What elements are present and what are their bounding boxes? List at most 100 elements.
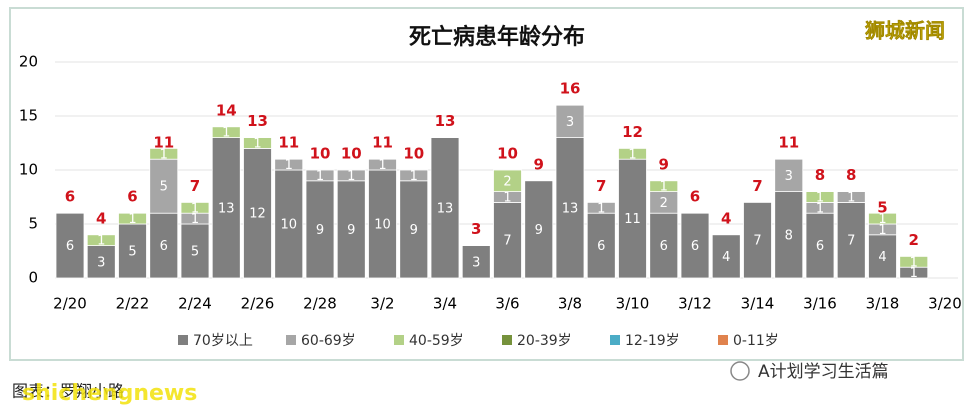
bar-segment bbox=[649, 212, 679, 279]
legend-label: 40-59岁 bbox=[409, 333, 464, 349]
segment-label: 2 bbox=[660, 196, 668, 211]
x-tick-label: 3/8 bbox=[558, 295, 582, 313]
bar-segment bbox=[774, 191, 804, 279]
bar-segment bbox=[305, 180, 335, 279]
bar-segment bbox=[649, 180, 679, 193]
segment-label: 1 bbox=[253, 137, 261, 152]
x-tick-label: 3/10 bbox=[616, 295, 650, 313]
bar-segment bbox=[211, 126, 241, 139]
total-label: 9 bbox=[534, 155, 544, 173]
bar-segment bbox=[805, 191, 835, 203]
bar-segment bbox=[368, 158, 397, 171]
segment-label: 1 bbox=[378, 158, 386, 173]
segment-label: 3 bbox=[472, 255, 480, 270]
bar-segment bbox=[711, 234, 741, 279]
total-label: 7 bbox=[752, 177, 762, 195]
segment-label: 13 bbox=[562, 201, 579, 216]
bar-segment bbox=[555, 137, 585, 279]
total-label: 8 bbox=[846, 166, 856, 184]
bar-segment bbox=[149, 212, 179, 279]
x-tick-label: 3/20 bbox=[928, 295, 962, 313]
source: 图表：罗翔小路 bbox=[12, 382, 124, 401]
segment-label: 6 bbox=[66, 239, 74, 254]
x-tick-label: 2/24 bbox=[178, 295, 212, 313]
legend-label: 0-11岁 bbox=[733, 333, 779, 349]
total-label: 5 bbox=[877, 199, 887, 217]
x-tick-label: 2/28 bbox=[303, 295, 337, 313]
bar-segment bbox=[899, 255, 929, 268]
segment-label: 11 bbox=[624, 212, 641, 227]
segment-label: 1 bbox=[628, 147, 636, 162]
segment-label: 3 bbox=[97, 255, 105, 270]
x-tick-label: 2/26 bbox=[241, 295, 275, 313]
bar-segment bbox=[493, 201, 522, 279]
total-label: 10 bbox=[310, 145, 331, 163]
total-label: 6 bbox=[690, 188, 700, 206]
segment-label: 6 bbox=[691, 239, 699, 254]
overlay-watermark: shichengnews bbox=[22, 381, 197, 406]
x-tick-label: 2/22 bbox=[116, 295, 150, 313]
x-tick-label: 3/12 bbox=[678, 295, 712, 313]
bar-segment bbox=[149, 158, 179, 214]
total-label: 12 bbox=[622, 123, 643, 141]
bar-segment bbox=[680, 212, 710, 279]
total-label: 13 bbox=[435, 112, 456, 130]
bar-segment bbox=[368, 169, 397, 279]
y-tick-label: 20 bbox=[19, 53, 38, 71]
segment-label: 13 bbox=[218, 201, 235, 216]
total-label: 3 bbox=[471, 220, 481, 238]
legend-swatch bbox=[502, 335, 512, 345]
total-label: 7 bbox=[190, 177, 200, 195]
segment-label: 13 bbox=[437, 201, 454, 216]
segment-label: 1 bbox=[816, 191, 824, 206]
bar-segment bbox=[180, 201, 210, 214]
y-tick-label: 10 bbox=[19, 161, 38, 179]
segment-label: 1 bbox=[847, 191, 855, 206]
bar-segment bbox=[430, 137, 460, 279]
segment-label: 10 bbox=[374, 218, 391, 233]
segment-label: 4 bbox=[722, 250, 730, 265]
segment-label: 1 bbox=[128, 212, 136, 227]
x-tick-label: 2/20 bbox=[53, 295, 87, 313]
total-label: 13 bbox=[247, 112, 268, 130]
segment-label: 10 bbox=[280, 218, 297, 233]
bar-segment bbox=[305, 169, 335, 182]
total-label: 11 bbox=[778, 134, 799, 152]
segment-label: 1 bbox=[285, 158, 293, 173]
legend-label: 20-39岁 bbox=[517, 333, 572, 349]
bar-segment bbox=[399, 169, 429, 182]
segment-label: 12 bbox=[249, 207, 266, 222]
account: A计划学习生活篇 bbox=[758, 362, 889, 382]
bar-segment bbox=[243, 147, 272, 279]
segment-label: 1 bbox=[160, 147, 168, 162]
bar-segment bbox=[868, 212, 897, 225]
legend-swatch bbox=[718, 335, 728, 345]
bar-segment bbox=[336, 180, 366, 279]
segment-label: 1 bbox=[878, 223, 886, 238]
segment-label: 6 bbox=[816, 239, 824, 254]
segment-label: 1 bbox=[910, 255, 918, 270]
y-tick-label: 5 bbox=[28, 215, 38, 233]
segment-label: 2 bbox=[503, 174, 511, 189]
total-label: 9 bbox=[659, 155, 669, 173]
bar-segment bbox=[86, 234, 116, 247]
segment-label: 3 bbox=[785, 169, 793, 184]
bar-segment bbox=[836, 191, 866, 203]
bar-segment bbox=[149, 147, 179, 160]
total-label: 14 bbox=[216, 101, 237, 119]
segment-label: 5 bbox=[191, 245, 199, 260]
bar-segment bbox=[243, 137, 272, 149]
bar-segment bbox=[55, 212, 85, 279]
segment-label: 1 bbox=[503, 191, 511, 206]
bar-segment bbox=[524, 180, 554, 279]
segment-label: 9 bbox=[535, 223, 543, 238]
total-label: 2 bbox=[909, 231, 919, 249]
segment-label: 4 bbox=[878, 250, 886, 265]
watermark: 狮城新闻 bbox=[865, 19, 945, 43]
y-tick-label: 15 bbox=[19, 107, 38, 125]
total-label: 6 bbox=[127, 188, 137, 206]
segment-label: 6 bbox=[660, 239, 668, 254]
bar-segment bbox=[586, 201, 616, 214]
x-tick-label: 3/2 bbox=[370, 295, 394, 313]
